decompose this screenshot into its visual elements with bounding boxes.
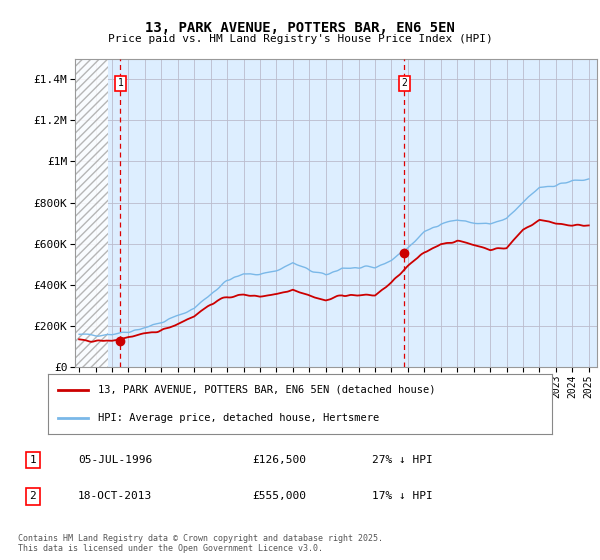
Text: 2: 2 — [29, 491, 37, 501]
Text: £555,000: £555,000 — [252, 491, 306, 501]
Text: 17% ↓ HPI: 17% ↓ HPI — [372, 491, 433, 501]
Text: 13, PARK AVENUE, POTTERS BAR, EN6 5EN (detached house): 13, PARK AVENUE, POTTERS BAR, EN6 5EN (d… — [98, 385, 436, 395]
Text: 1: 1 — [118, 78, 124, 88]
Text: Contains HM Land Registry data © Crown copyright and database right 2025.
This d: Contains HM Land Registry data © Crown c… — [18, 534, 383, 553]
Text: 2: 2 — [401, 78, 407, 88]
Text: HPI: Average price, detached house, Hertsmere: HPI: Average price, detached house, Hert… — [98, 413, 380, 423]
Text: 1: 1 — [29, 455, 37, 465]
Text: 13, PARK AVENUE, POTTERS BAR, EN6 5EN: 13, PARK AVENUE, POTTERS BAR, EN6 5EN — [145, 21, 455, 35]
Text: 18-OCT-2013: 18-OCT-2013 — [78, 491, 152, 501]
Text: £126,500: £126,500 — [252, 455, 306, 465]
Text: 27% ↓ HPI: 27% ↓ HPI — [372, 455, 433, 465]
Text: 05-JUL-1996: 05-JUL-1996 — [78, 455, 152, 465]
Text: Price paid vs. HM Land Registry's House Price Index (HPI): Price paid vs. HM Land Registry's House … — [107, 34, 493, 44]
